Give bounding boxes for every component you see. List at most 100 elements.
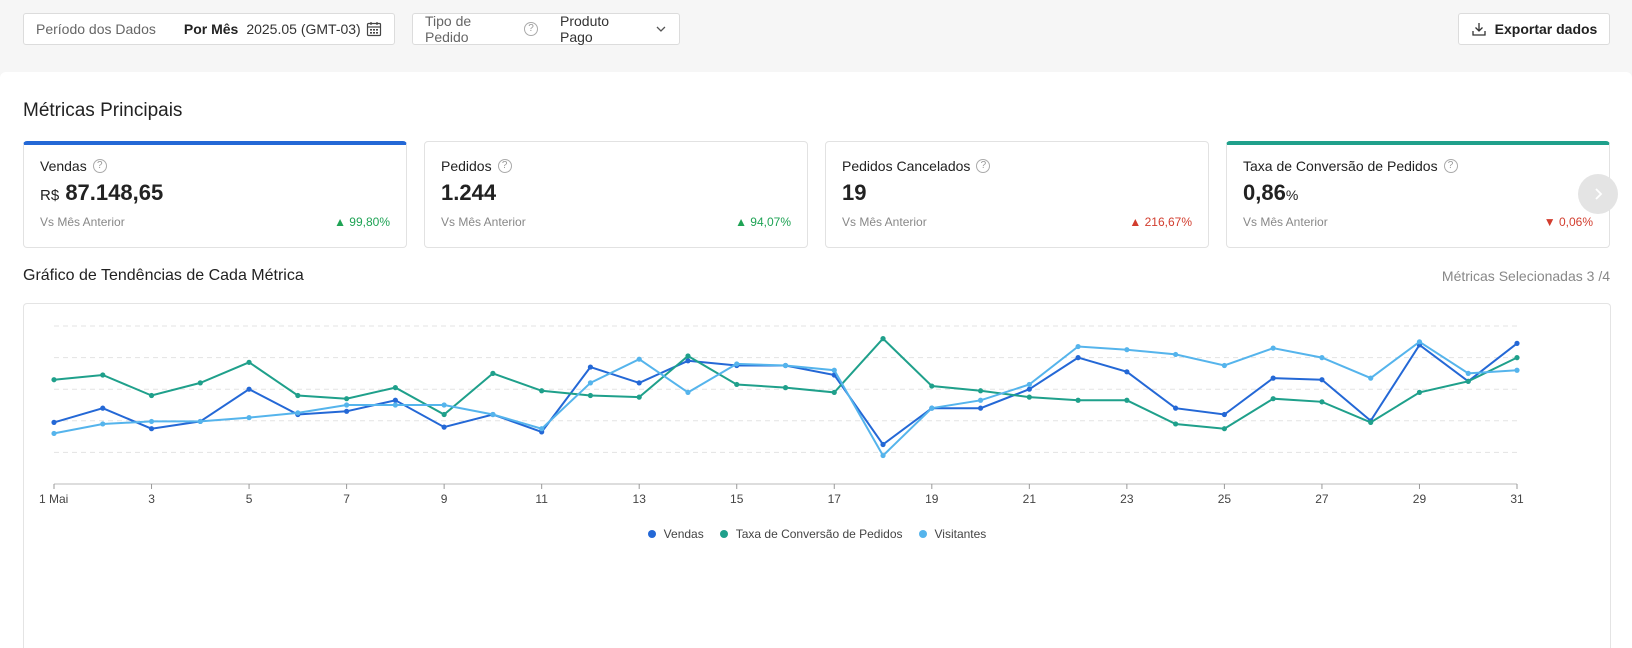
series-point-1 (929, 383, 935, 389)
series-point-1 (636, 394, 642, 400)
series-point-2 (539, 426, 545, 432)
series-point-1 (587, 392, 594, 399)
legend-dot (719, 530, 728, 538)
chart-legend: Vendas Taxa de Conversão de Pedidos Visi… (24, 527, 1610, 541)
series-point-1 (197, 380, 203, 386)
series-point-2 (441, 402, 447, 408)
series-point-1 (734, 381, 740, 388)
triangle-up-icon: ▲ (334, 215, 346, 229)
series-point-0 (51, 419, 57, 425)
legend-item-taxa-conversao[interactable]: Taxa de Conversão de Pedidos (719, 527, 903, 541)
series-point-1 (148, 392, 155, 399)
trend-chart: 1 Mai 3 5 7 9 11 13 15 17 19 21 23 25 27 29 31 (39, 325, 1524, 506)
metric-card-taxa-conversao[interactable]: Taxa de Conversão de Pedidos ? 0,86% Vs … (1226, 141, 1610, 248)
legend-label: Vendas (663, 527, 704, 541)
x-tick-label: 23 (1120, 492, 1134, 506)
series-point-2 (880, 452, 886, 459)
chevron-down-icon (656, 26, 666, 32)
series-point-1 (1173, 421, 1179, 427)
delta-value: 94,07% (750, 215, 791, 229)
series-point-2 (977, 397, 984, 403)
card-value: 0,86 (1243, 180, 1286, 205)
card-value: 19 (842, 180, 867, 205)
series-point-1 (246, 359, 252, 365)
card-compare-label: Vs Mês Anterior (842, 215, 927, 229)
series-point-0 (246, 386, 252, 392)
help-icon[interactable]: ? (524, 22, 538, 36)
series-line-2 (53, 340, 1518, 458)
series-point-0 (685, 358, 691, 364)
metric-card-vendas[interactable]: Vendas ? R$ 87.148,65 Vs Mês Anterior ▲ … (23, 141, 407, 248)
series-point-2 (1270, 345, 1276, 351)
series-point-2 (1124, 347, 1130, 353)
series-point-2 (490, 411, 496, 418)
x-tick-label: 1 Mai (39, 492, 68, 506)
metric-card-pedidos[interactable]: Pedidos ? 1.244 Vs Mês Anterior ▲ 94,07% (424, 141, 808, 248)
period-selector[interactable]: Período dos Dados Por Mês 2025.05 (GMT-0… (23, 13, 395, 45)
card-title-row: Taxa de Conversão de Pedidos ? (1243, 158, 1593, 174)
series-point-0 (441, 424, 447, 430)
card-title-row: Vendas ? (40, 158, 390, 174)
x-tick-label: 15 (730, 492, 744, 506)
series-point-0 (1270, 375, 1276, 381)
series-point-0 (344, 408, 350, 414)
series-point-0 (100, 405, 106, 411)
series-point-1 (1270, 396, 1276, 402)
x-tick-label: 25 (1218, 492, 1232, 506)
calendar-icon[interactable] (366, 21, 382, 37)
series-point-1 (1124, 397, 1130, 403)
series-point-0 (977, 405, 984, 411)
series-point-1 (51, 377, 57, 383)
series-point-1 (1416, 389, 1423, 395)
trend-chart-title: Gráfico de Tendências de Cada Métrica (23, 267, 304, 284)
series-point-2 (1173, 351, 1179, 358)
order-type-selector[interactable]: Tipo de Pedido ? Produto Pago (412, 13, 680, 45)
triangle-down-icon: ▼ (1543, 215, 1556, 229)
series-point-1 (295, 392, 301, 399)
series-point-0 (392, 397, 398, 403)
triangle-up-icon: ▲ (735, 215, 747, 229)
selected-metrics-count: Métricas Selecionadas 3 /4 (1441, 268, 1610, 284)
series-point-2 (100, 421, 106, 427)
card-delta: ▲ 216,67% (1129, 215, 1192, 229)
triangle-up-icon: ▲ (1129, 215, 1142, 229)
series-point-0 (1124, 369, 1130, 375)
series-point-2 (587, 380, 594, 386)
delta-value: 99,80% (349, 215, 390, 229)
series-point-1 (1465, 378, 1471, 384)
help-icon[interactable]: ? (1443, 159, 1458, 173)
series-point-0 (880, 441, 886, 448)
series-point-2 (295, 410, 301, 416)
metric-card-pedidos-cancelados[interactable]: Pedidos Cancelados ? 19 Vs Mês Anterior … (825, 141, 1209, 248)
x-tick-label: 19 (925, 492, 939, 506)
legend-item-vendas[interactable]: Vendas (647, 527, 704, 541)
series-point-2 (51, 430, 57, 437)
help-icon[interactable]: ? (976, 159, 991, 173)
delta-value: 216,67% (1144, 215, 1192, 229)
series-point-1 (392, 385, 398, 391)
series-point-1 (685, 353, 691, 359)
series-line-0 (53, 342, 1518, 446)
series-point-1 (1026, 394, 1032, 400)
series-point-2 (636, 356, 642, 362)
series-point-2 (831, 367, 837, 373)
filter-bar: Período dos Dados Por Mês 2025.05 (GMT-0… (0, 0, 1632, 58)
series-point-0 (1514, 340, 1520, 346)
card-delta: ▲ 99,80% (334, 215, 390, 229)
export-data-button[interactable]: Exportar dados (1458, 13, 1610, 45)
card-compare-label: Vs Mês Anterior (40, 215, 125, 229)
series-point-0 (148, 426, 155, 432)
help-icon[interactable]: ? (92, 159, 107, 173)
series-point-2 (1465, 370, 1471, 376)
series-point-1 (100, 372, 106, 378)
legend-item-visitantes[interactable]: Visitantes (918, 527, 986, 541)
x-tick-label: 29 (1413, 492, 1427, 506)
x-tick-label: 27 (1315, 492, 1329, 506)
carousel-next-button[interactable] (1578, 174, 1618, 214)
help-icon[interactable]: ? (497, 159, 512, 173)
series-point-1 (490, 370, 496, 376)
period-mode: Por Mês (183, 21, 239, 37)
series-point-2 (246, 415, 252, 421)
percent-unit: % (1285, 187, 1299, 203)
card-value: 87.148,65 (65, 180, 164, 205)
